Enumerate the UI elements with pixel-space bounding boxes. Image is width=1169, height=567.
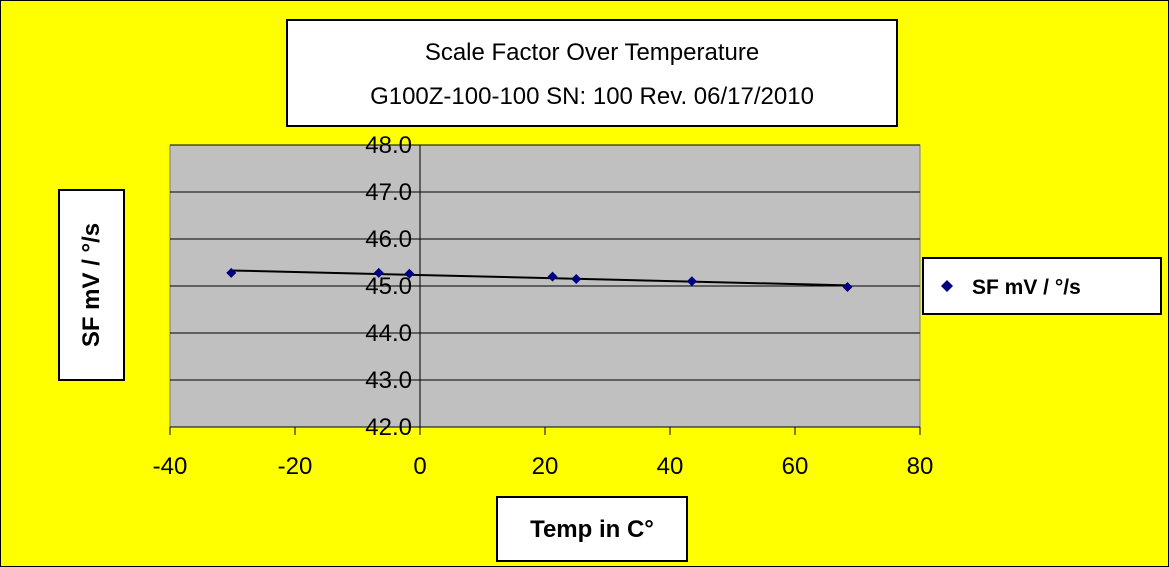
legend-label: SF mV / °/s [972, 276, 1081, 299]
x-tick-label: 60 [782, 453, 809, 480]
y-axis-label-box [58, 189, 125, 381]
y-tick-label: 46.0 [365, 226, 412, 253]
data-point [404, 268, 415, 279]
grid-lines [170, 144, 920, 428]
x-tick-label: 0 [413, 453, 426, 480]
legend [922, 257, 1162, 315]
data-point [842, 281, 853, 292]
data-point [686, 276, 697, 287]
legend-marker-icon [941, 280, 953, 292]
x-tick-label: 20 [532, 453, 559, 480]
y-tick-label: 48.0 [365, 132, 412, 159]
chart-title-line-1: Scale Factor Over Temperature [425, 39, 759, 66]
x-axis-label: Temp in C° [530, 516, 654, 543]
data-point [571, 273, 582, 284]
y-tick-label: 47.0 [365, 179, 412, 206]
x-tick-label: 80 [907, 453, 934, 480]
x-axis-label-box [496, 496, 688, 562]
tick-labels: 42.0 43.0 44.0 45.0 46.0 47.0 48.0 -40 -20 0 20 40 6… [153, 132, 934, 480]
data-point [373, 267, 384, 278]
axes [169, 144, 921, 435]
y-tick-label: 44.0 [365, 320, 412, 347]
y-tick-label: 42.0 [365, 414, 412, 441]
data-point [226, 267, 237, 278]
trendline [231, 269, 848, 287]
data-point [547, 271, 558, 282]
x-tick-label: -40 [153, 453, 188, 480]
x-tick-label: 40 [657, 453, 684, 480]
x-tick-label: -20 [278, 453, 313, 480]
title-box [286, 19, 898, 127]
chart-title-line-2: G100Z-100-100 SN: 100 Rev. 06/17/2010 [370, 83, 814, 110]
trendline-line [231, 269, 848, 287]
y-tick-label: 43.0 [365, 367, 412, 394]
y-axis-label: SF mV / °/s [78, 223, 105, 347]
data-points [226, 267, 853, 292]
y-tick-label: 45.0 [365, 273, 412, 300]
